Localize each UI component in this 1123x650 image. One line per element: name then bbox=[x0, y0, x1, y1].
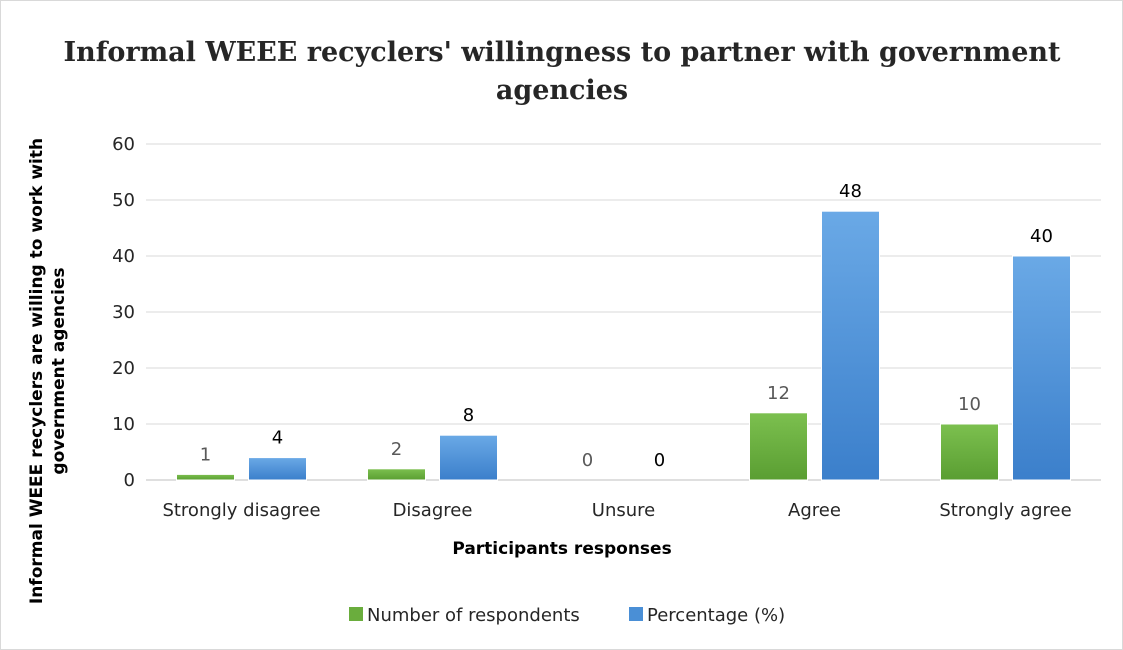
chart-title-line-1: Informal WEEE recyclers' willingness to … bbox=[63, 37, 1061, 68]
y-tick-label: 20 bbox=[112, 358, 135, 379]
y-tick-label: 30 bbox=[112, 302, 135, 323]
legend-swatch-green bbox=[349, 607, 363, 621]
bar bbox=[367, 468, 426, 481]
bar bbox=[248, 457, 307, 481]
bar bbox=[749, 412, 808, 481]
y-tick-label: 10 bbox=[112, 414, 135, 435]
bar bbox=[1012, 255, 1071, 481]
bar bbox=[176, 473, 235, 481]
data-label: 0 bbox=[654, 450, 665, 471]
bars bbox=[176, 210, 1071, 481]
y-axis-title: Informal WEEE recyclers are willing to w… bbox=[27, 138, 69, 604]
data-label: 8 bbox=[463, 405, 474, 426]
legend-swatch-blue bbox=[629, 607, 643, 621]
bar bbox=[439, 434, 498, 481]
data-label: 0 bbox=[582, 450, 593, 471]
data-label: 10 bbox=[958, 394, 981, 415]
y-tick-label: 0 bbox=[124, 470, 135, 491]
x-axis-ticks: Strongly disagree Disagree Unsure Agree Stro… bbox=[162, 500, 1071, 521]
x-tick-label: Unsure bbox=[592, 500, 655, 521]
bar bbox=[940, 423, 999, 481]
y-axis-ticks: 0 10 20 30 40 50 60 bbox=[112, 134, 135, 491]
legend-label-number: Number of respondents bbox=[367, 605, 580, 626]
x-axis-title: Participants responses bbox=[452, 539, 671, 559]
legend-label-percentage: Percentage (%) bbox=[647, 605, 785, 626]
gridlines bbox=[146, 143, 1101, 481]
x-tick-label: Disagree bbox=[393, 500, 473, 521]
data-labels: 1 4 2 8 0 0 12 48 10 40 bbox=[200, 181, 1053, 471]
data-label: 2 bbox=[391, 439, 402, 460]
data-label: 48 bbox=[839, 181, 862, 202]
legend: Number of respondents Percentage (%) bbox=[349, 605, 785, 626]
x-tick-label: Strongly agree bbox=[939, 500, 1071, 521]
chart-title-line-2: agencies bbox=[496, 75, 628, 106]
x-tick-label: Agree bbox=[788, 500, 841, 521]
data-label: 1 bbox=[200, 444, 211, 465]
data-label: 4 bbox=[272, 428, 283, 449]
data-label: 40 bbox=[1030, 226, 1053, 247]
y-tick-label: 60 bbox=[112, 134, 135, 155]
y-tick-label: 50 bbox=[112, 190, 135, 211]
bar bbox=[821, 210, 880, 481]
data-label: 12 bbox=[767, 383, 790, 404]
x-tick-label: Strongly disagree bbox=[162, 500, 320, 521]
y-axis-title-line-1: Informal WEEE recyclers are willing to w… bbox=[27, 138, 47, 604]
y-tick-label: 40 bbox=[112, 246, 135, 267]
y-axis-title-line-2: government agencies bbox=[49, 267, 69, 474]
